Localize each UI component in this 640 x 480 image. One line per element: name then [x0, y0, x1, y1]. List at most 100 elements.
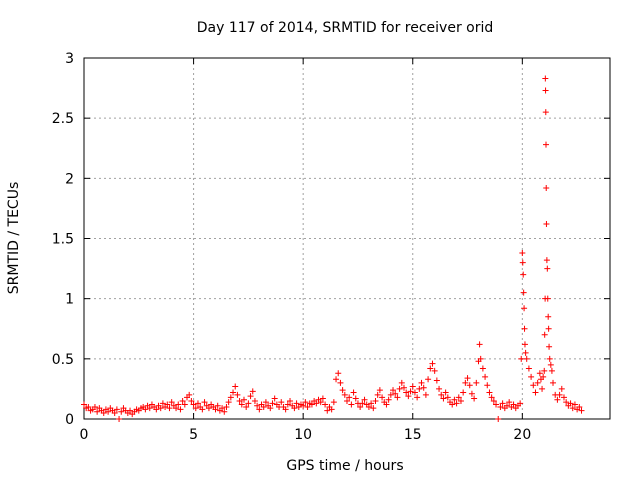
data-point — [567, 400, 574, 407]
data-point — [398, 379, 405, 386]
data-point — [482, 373, 489, 380]
data-point — [528, 373, 535, 380]
data-point — [407, 388, 414, 395]
data-point — [525, 365, 532, 372]
data-point — [85, 403, 92, 410]
data-point — [214, 402, 221, 409]
data-point — [510, 401, 517, 408]
data-point — [484, 382, 491, 389]
data-point — [339, 387, 346, 394]
data-point — [429, 360, 436, 367]
data-point — [563, 399, 570, 406]
data-point — [247, 393, 254, 400]
data-point — [411, 389, 418, 396]
data-point — [541, 367, 548, 374]
data-point — [219, 405, 226, 412]
data-point — [186, 391, 193, 398]
data-point — [436, 385, 443, 392]
data-point — [542, 75, 549, 82]
data-point — [493, 401, 500, 408]
data-point — [232, 383, 239, 390]
data-point — [569, 405, 576, 412]
data-point — [396, 385, 403, 392]
data-point — [175, 401, 182, 408]
data-point — [157, 405, 164, 412]
data-point — [471, 395, 478, 402]
data-point — [554, 396, 561, 403]
data-point — [221, 408, 228, 415]
data-point — [530, 382, 537, 389]
data-point — [365, 403, 372, 410]
data-point — [333, 376, 340, 383]
data-point — [116, 416, 123, 422]
data-point — [462, 379, 469, 386]
data-point — [495, 416, 502, 422]
data-point — [249, 388, 256, 395]
x-tick-label: 5 — [189, 427, 198, 443]
x-tick-label: 15 — [404, 427, 422, 443]
data-point — [440, 395, 447, 402]
y-tick-label: 1 — [65, 292, 74, 308]
data-point — [372, 397, 379, 404]
data-point — [449, 401, 456, 408]
data-point — [479, 365, 486, 372]
data-point — [243, 403, 250, 410]
data-point — [503, 402, 510, 409]
data-point — [245, 400, 252, 407]
data-point — [576, 403, 583, 410]
data-point — [328, 406, 335, 413]
plot-frame — [83, 57, 611, 420]
data-point — [236, 397, 243, 404]
data-point — [212, 406, 219, 413]
data-point — [267, 405, 274, 412]
x-tick-label: 20 — [513, 427, 531, 443]
data-point — [548, 367, 555, 374]
data-point — [405, 393, 412, 400]
data-point — [517, 400, 524, 407]
data-point — [127, 407, 134, 414]
data-point — [539, 385, 546, 392]
data-point — [543, 221, 550, 228]
data-point — [142, 406, 149, 413]
data-point — [427, 365, 434, 372]
data-point — [177, 406, 184, 413]
data-point — [359, 400, 366, 407]
data-point — [153, 406, 160, 413]
data-point — [497, 403, 504, 410]
data-point — [379, 394, 386, 401]
data-point — [542, 87, 549, 94]
data-point — [168, 399, 175, 406]
data-point — [173, 405, 180, 412]
data-point — [352, 395, 359, 402]
y-tick-label: 2 — [65, 171, 74, 187]
data-point — [278, 399, 285, 406]
data-point — [400, 384, 407, 391]
data-point — [392, 390, 399, 397]
data-point — [105, 408, 112, 415]
data-point — [476, 341, 483, 348]
data-point — [394, 394, 401, 401]
data-point — [194, 400, 201, 407]
data-point — [468, 390, 475, 397]
data-point — [188, 397, 195, 404]
data-point — [499, 400, 506, 407]
data-point — [376, 387, 383, 394]
data-point — [374, 391, 381, 398]
data-point — [544, 265, 551, 272]
data-point — [238, 401, 245, 408]
data-point — [230, 389, 237, 396]
data-point — [234, 391, 241, 398]
data-point — [523, 355, 530, 362]
data-point — [464, 375, 471, 382]
data-point — [466, 382, 473, 389]
data-point — [350, 389, 357, 396]
data-point — [520, 271, 527, 278]
data-point — [300, 402, 307, 409]
data-point — [205, 405, 212, 412]
data-point — [291, 405, 298, 412]
data-point — [260, 403, 267, 410]
data-point — [506, 399, 513, 406]
data-point — [451, 396, 458, 403]
data-point — [520, 289, 527, 296]
data-point — [322, 401, 329, 408]
